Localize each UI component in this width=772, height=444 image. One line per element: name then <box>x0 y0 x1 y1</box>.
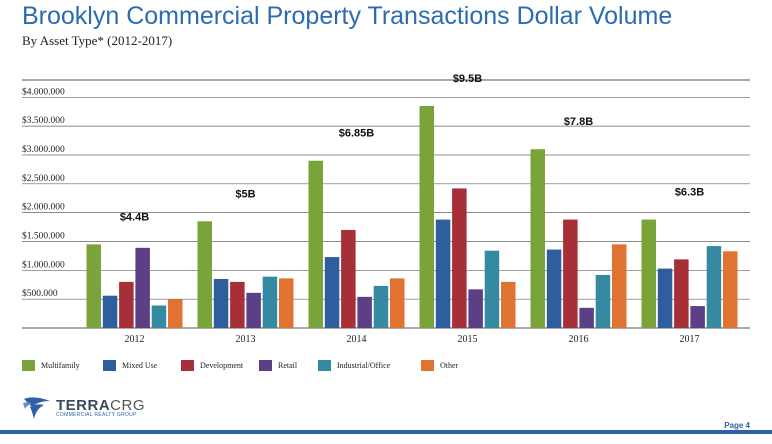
bar-other-2013 <box>279 278 294 328</box>
bar-mixed-use-2016 <box>546 249 562 328</box>
total-label: $5B <box>235 188 255 200</box>
y-tick-label: $4.000.000 <box>22 86 65 97</box>
bar-industrial-office-2014 <box>373 285 389 328</box>
legend-item: Mixed Use <box>103 358 157 372</box>
chart-legend: Multifamily Mixed Use Development Retail Ind… <box>22 358 762 372</box>
bar-industrial-office-2015 <box>484 250 500 328</box>
x-tick-label: 2016 <box>569 334 589 345</box>
logo-name-bold: TERRA <box>56 397 111 414</box>
page-number: Page 4 <box>724 421 750 430</box>
total-label: $9.5B <box>453 73 482 85</box>
y-tick-label: $3.000.000 <box>22 144 65 155</box>
legend-label: Multifamily <box>41 360 80 370</box>
bar-retail-2016 <box>579 307 594 328</box>
legend-item: Other <box>421 358 458 372</box>
terracrg-logo-icon <box>23 397 50 419</box>
x-tick-label: 2013 <box>236 334 256 345</box>
bar-development-2016 <box>563 219 578 328</box>
legend-item: Development <box>181 358 243 372</box>
total-label: $4.4B <box>120 211 149 223</box>
bar-industrial-office-2012 <box>151 305 167 328</box>
bar-development-2014 <box>341 229 356 328</box>
legend-item: Retail <box>259 358 297 372</box>
legend-swatch <box>103 359 116 371</box>
bar-retail-2013 <box>246 292 261 328</box>
bar-retail-2014 <box>357 296 372 328</box>
legend-swatch <box>421 359 434 371</box>
bar-retail-2012 <box>135 247 150 328</box>
bar-multifamily-2017 <box>641 219 656 328</box>
bar-mixed-use-2012 <box>102 295 118 328</box>
legend-swatch <box>22 359 35 371</box>
bar-retail-2017 <box>690 306 705 328</box>
chart-title: Brooklyn Commercial Property Transaction… <box>22 2 673 30</box>
y-tick-label: $1.000.000 <box>22 259 65 270</box>
y-tick-label: $3.500.000 <box>22 115 65 126</box>
bar-other-2012 <box>168 299 183 328</box>
bar-development-2012 <box>119 281 134 328</box>
bar-multifamily-2014 <box>308 160 323 328</box>
bar-multifamily-2015 <box>419 105 434 328</box>
legend-label: Mixed Use <box>122 360 158 370</box>
bar-mixed-use-2017 <box>657 268 673 328</box>
legend-swatch <box>181 359 194 371</box>
bar-multifamily-2012 <box>86 244 101 328</box>
x-tick-label: 2017 <box>680 334 700 345</box>
y-tick-label: $1.500.000 <box>22 230 65 241</box>
legend-label: Retail <box>278 360 298 370</box>
legend-swatch <box>318 359 331 371</box>
bar-multifamily-2016 <box>530 149 545 328</box>
x-tick-label: 2015 <box>458 334 478 345</box>
bar-industrial-office-2013 <box>262 276 278 328</box>
bar-mixed-use-2013 <box>213 278 229 328</box>
x-tick-label: 2012 <box>125 334 145 345</box>
total-label: $7.8B <box>564 116 593 128</box>
bar-mixed-use-2015 <box>435 219 451 328</box>
chart-subtitle: By Asset Type* (2012-2017) <box>22 33 173 48</box>
total-label: $6.3B <box>675 187 704 199</box>
bar-other-2014 <box>390 278 405 328</box>
logo-name-rest: CRG <box>110 397 146 414</box>
legend-item: Industrial/Office <box>318 358 390 372</box>
y-tick-label: $2.500.000 <box>22 173 65 184</box>
y-tick-label: $2.000.000 <box>22 202 65 213</box>
bar-development-2017 <box>674 259 689 328</box>
legend-label: Industrial/Office <box>337 360 391 370</box>
legend-label: Other <box>440 360 459 370</box>
bar-industrial-office-2016 <box>595 274 611 328</box>
x-tick-label: 2014 <box>347 334 367 345</box>
bar-multifamily-2013 <box>197 221 212 328</box>
total-label: $6.85B <box>339 128 375 140</box>
bar-development-2013 <box>230 281 245 328</box>
footer-rule <box>0 430 772 434</box>
bar-mixed-use-2014 <box>324 257 340 328</box>
bar-industrial-office-2017 <box>706 246 722 328</box>
bar-other-2016 <box>612 244 627 328</box>
legend-swatch <box>259 359 272 371</box>
y-tick-label: $500.000 <box>22 288 58 299</box>
legend-item: Multifamily <box>22 358 80 372</box>
bar-chart: $500.000 $1.000.000 $1.500.000 $2.000.000 $2… <box>22 73 750 345</box>
bar-other-2017 <box>723 251 738 328</box>
bar-retail-2015 <box>468 289 483 328</box>
bar-other-2015 <box>501 281 516 328</box>
bar-development-2015 <box>452 188 467 328</box>
logo-tagline: COMMERCIAL REALTY GROUP <box>56 412 137 418</box>
legend-label: Development <box>200 360 244 370</box>
terracrg-logo: TERRACRG COMMERCIAL REALTY GROUP <box>22 394 145 422</box>
